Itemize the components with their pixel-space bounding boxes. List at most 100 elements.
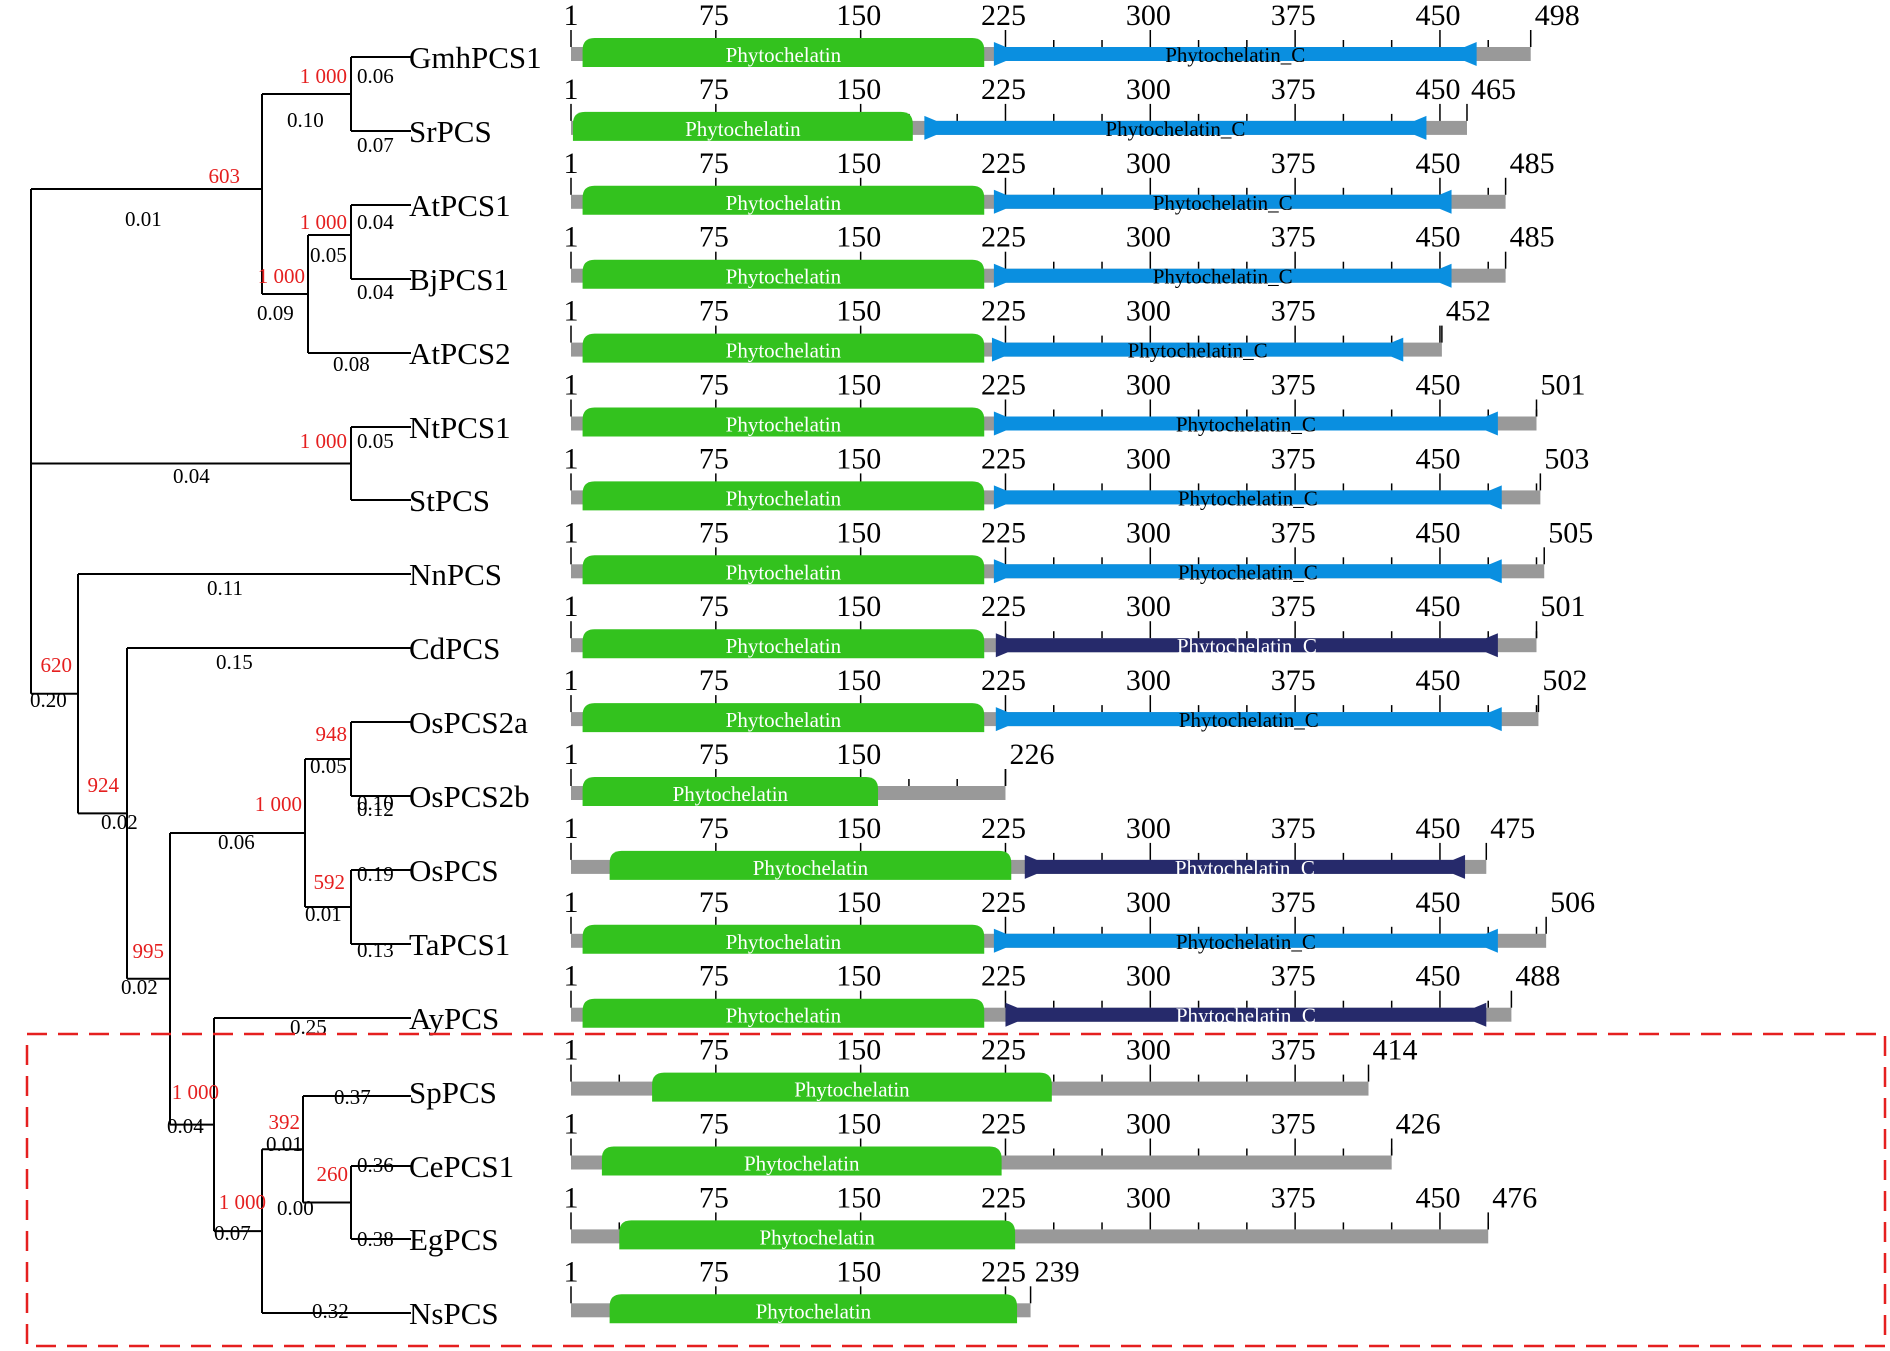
phytochelatin-label: Phytochelatin bbox=[726, 708, 842, 732]
tick-label: 300 bbox=[1126, 516, 1171, 549]
branch-length: 0.04 bbox=[173, 464, 210, 488]
tick-label: 375 bbox=[1271, 0, 1316, 32]
branch-length: 0.05 bbox=[310, 754, 347, 778]
phytochelatin-domain bbox=[582, 259, 985, 289]
phytochelatin-c-label: Phytochelatin_C bbox=[1178, 486, 1318, 510]
taxon-label: OsPCS bbox=[409, 853, 499, 888]
tick-label: 1 bbox=[564, 516, 579, 549]
tick-label: 450 bbox=[1416, 147, 1461, 180]
tick-label: 450 bbox=[1416, 73, 1461, 106]
phytochelatin-label: Phytochelatin bbox=[744, 1152, 860, 1176]
branch-length: 0.01 bbox=[305, 902, 342, 926]
tick-label: 150 bbox=[836, 442, 881, 475]
phytochelatin-domain bbox=[619, 1220, 1016, 1250]
phytochelatin-c-label: Phytochelatin_C bbox=[1105, 117, 1245, 141]
protein-length: 485 bbox=[1510, 147, 1555, 180]
tick-label: 375 bbox=[1271, 369, 1316, 402]
protein-row: 1 75 150 225 300 375 450 502 Phytochelatin Phytoc… bbox=[564, 664, 1587, 733]
phytochelatin-domain bbox=[572, 111, 913, 141]
tick-label: 1 bbox=[564, 0, 579, 32]
tick-label: 225 bbox=[981, 1108, 1026, 1141]
protein-length: 426 bbox=[1396, 1108, 1441, 1141]
phytochelatin-c-label: Phytochelatin_C bbox=[1177, 634, 1317, 658]
tick-label: 300 bbox=[1126, 73, 1171, 106]
branch-length: 0.19 bbox=[357, 862, 394, 886]
branch-length: 0.10 bbox=[287, 108, 324, 132]
tick-label: 1 bbox=[564, 73, 579, 106]
tick-label: 150 bbox=[836, 1034, 881, 1067]
tick-label: 450 bbox=[1416, 516, 1461, 549]
bootstrap-value: 948 bbox=[316, 722, 348, 746]
phytochelatin-label: Phytochelatin bbox=[726, 634, 842, 658]
tick-label: 450 bbox=[1416, 369, 1461, 402]
tick-label: 225 bbox=[981, 812, 1026, 845]
branch-length: 0.15 bbox=[216, 650, 253, 674]
protein-row: 1 75 150 225 300 375 450 488 Phytochelatin Phytoc… bbox=[564, 960, 1560, 1028]
tick-label: 75 bbox=[699, 886, 729, 919]
branch-length: 0.04 bbox=[357, 280, 394, 304]
branch-length: 0.05 bbox=[310, 243, 347, 267]
tick-label: 1 bbox=[564, 886, 579, 919]
bootstrap-value: 1 000 bbox=[255, 792, 302, 816]
phytochelatin-domain bbox=[582, 333, 985, 363]
branch-length: 0.05 bbox=[357, 429, 394, 453]
taxon-label: AtPCS2 bbox=[409, 336, 511, 371]
tick-label: 225 bbox=[981, 590, 1026, 623]
protein-length: 501 bbox=[1541, 590, 1586, 623]
tick-label: 450 bbox=[1416, 886, 1461, 919]
tick-label: 1 bbox=[564, 1034, 579, 1067]
tick-label: 225 bbox=[981, 295, 1026, 328]
branch-length: 0.01 bbox=[266, 1132, 303, 1156]
tick-label: 150 bbox=[836, 812, 881, 845]
tick-label: 375 bbox=[1271, 960, 1316, 993]
tick-label: 375 bbox=[1271, 1181, 1316, 1214]
domain-architecture: 1 75 150 225 300 375 450 498 Phytochelatin Phytoc… bbox=[564, 0, 1595, 1324]
tick-label: 75 bbox=[699, 1181, 729, 1214]
protein-length: 505 bbox=[1548, 516, 1593, 549]
branch-length: 0.08 bbox=[333, 352, 370, 376]
tick-label: 75 bbox=[699, 221, 729, 254]
taxon-label: NtPCS1 bbox=[409, 410, 511, 445]
protein-length: 502 bbox=[1542, 664, 1587, 697]
tick-label: 75 bbox=[699, 1108, 729, 1141]
tick-label: 450 bbox=[1416, 0, 1461, 32]
tick-label: 225 bbox=[981, 442, 1026, 475]
bootstrap-value: 1 000 bbox=[219, 1190, 266, 1214]
phytochelatin-domain bbox=[609, 850, 1012, 880]
phytochelatin-label: Phytochelatin bbox=[726, 413, 842, 437]
protein-length: 414 bbox=[1373, 1034, 1418, 1067]
tick-label: 150 bbox=[836, 221, 881, 254]
branch-length: 0.32 bbox=[312, 1299, 349, 1323]
tick-label: 225 bbox=[981, 1181, 1026, 1214]
tick-label: 150 bbox=[836, 664, 881, 697]
tick-label: 75 bbox=[699, 442, 729, 475]
branch-length: 0.07 bbox=[214, 1221, 251, 1245]
tick-label: 1 bbox=[564, 812, 579, 845]
protein-row: 1 75 150 225 300 375 426 Phytochelatin bbox=[564, 1108, 1441, 1176]
phytochelatin-domain bbox=[582, 924, 985, 954]
tick-label: 225 bbox=[981, 886, 1026, 919]
taxon-label: StPCS bbox=[409, 483, 490, 518]
tick-label: 225 bbox=[981, 147, 1026, 180]
bootstrap-value: 1 000 bbox=[300, 429, 347, 453]
bootstrap-value: 392 bbox=[269, 1110, 301, 1134]
tick-label: 1 bbox=[564, 221, 579, 254]
phytochelatin-c-domain bbox=[993, 928, 1498, 953]
branch-length: 0.25 bbox=[290, 1015, 327, 1039]
phytochelatin-c-domain bbox=[993, 559, 1502, 584]
protein-row: 1 75 150 225 300 375 450 501 Phytochelatin Phytoc… bbox=[564, 369, 1586, 437]
phytochelatin-domain bbox=[582, 998, 985, 1028]
phytochelatin-c-label: Phytochelatin_C bbox=[1176, 1004, 1316, 1028]
protein-row: 1 75 150 226 Phytochelatin bbox=[564, 738, 1054, 806]
phytochelatin-domain bbox=[609, 1294, 1018, 1324]
tick-label: 75 bbox=[699, 960, 729, 993]
phytochelatin-c-label: Phytochelatin_C bbox=[1176, 413, 1316, 437]
taxon-label: EgPCS bbox=[409, 1222, 499, 1257]
tick-label: 150 bbox=[836, 0, 881, 32]
tick-label: 450 bbox=[1416, 221, 1461, 254]
phytochelatin-c-domain bbox=[993, 42, 1477, 66]
phytochelatin-domain bbox=[652, 1072, 1052, 1102]
phytochelatin-domain bbox=[582, 185, 985, 215]
tick-label: 1 bbox=[564, 1181, 579, 1214]
tick-label: 75 bbox=[699, 590, 729, 623]
